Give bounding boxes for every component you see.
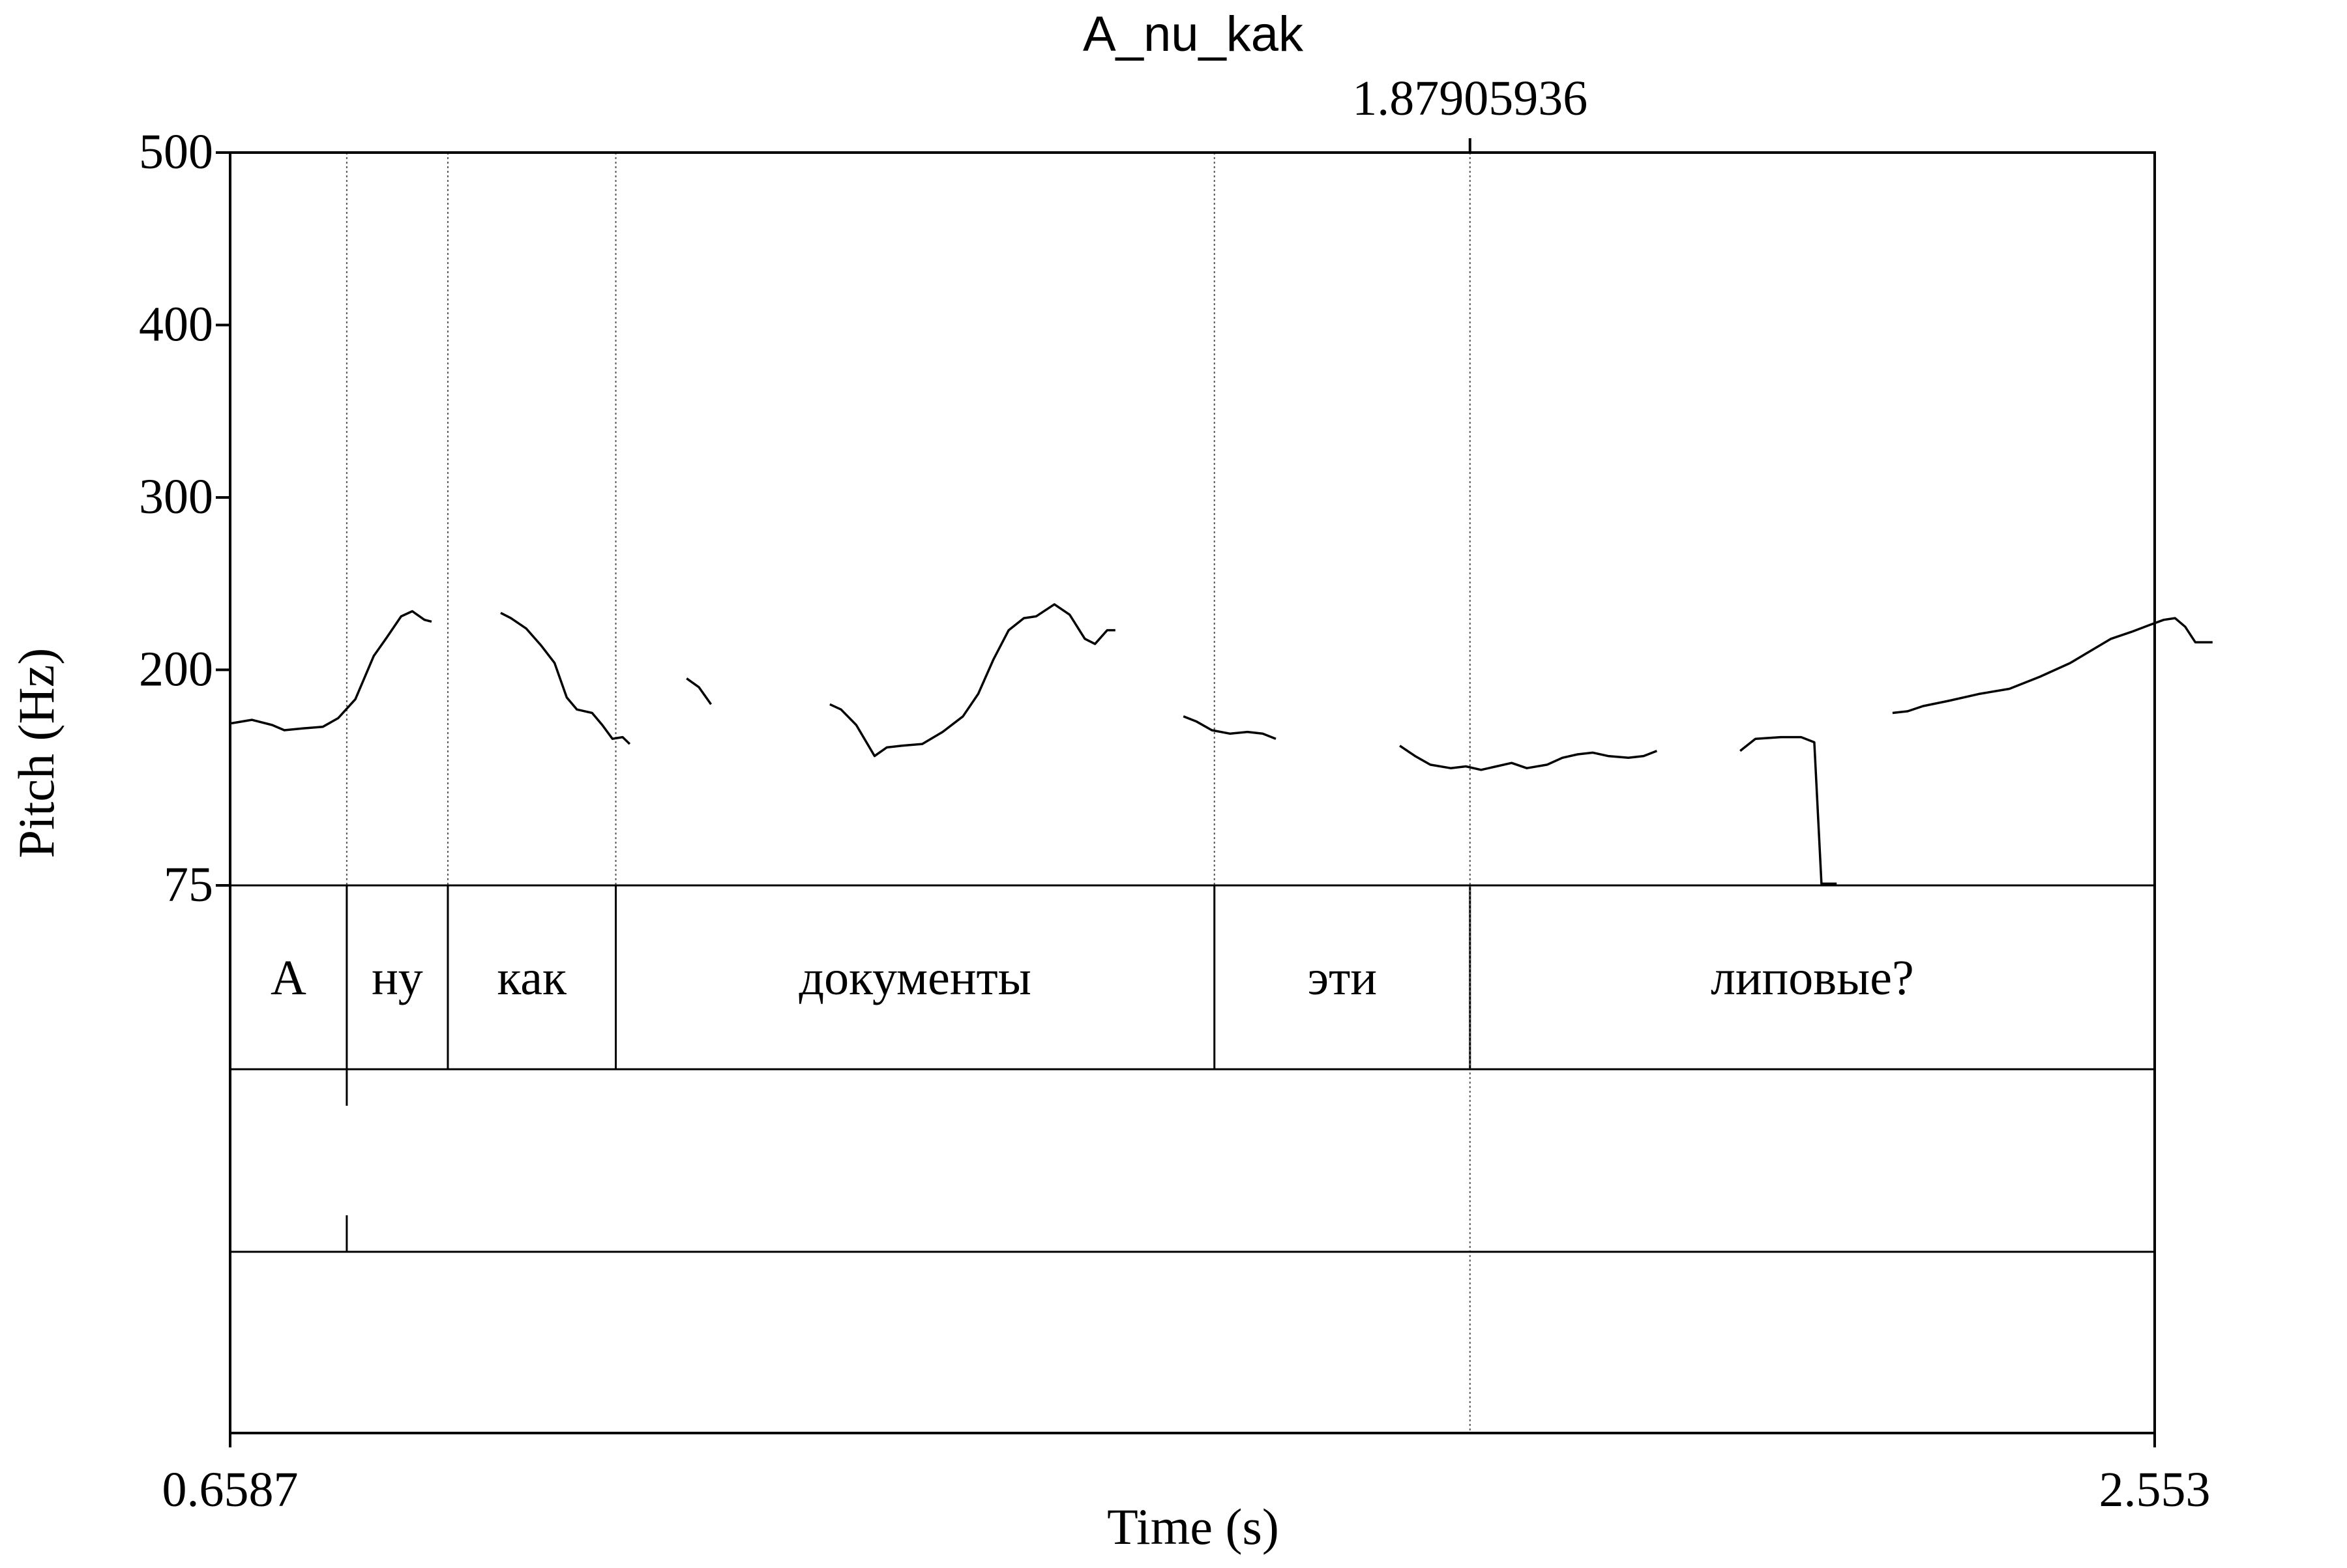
y-axis-ticks: 75 200 300 400 500 — [139, 125, 230, 912]
y-tick-label-0: 75 — [164, 857, 213, 912]
pitch-segment-0-3 — [829, 603, 1115, 758]
tier1-label-4: эти — [1307, 951, 1377, 1005]
y-axis-label: Pitch (Hz) — [8, 648, 65, 859]
y-tick-label-2: 300 — [139, 469, 213, 524]
x-axis-ticks: 0.6587 2.553 — [162, 1433, 2211, 1517]
x-tick-label-0: 0.6587 — [162, 1462, 299, 1517]
pitch-segment-0-6 — [1739, 735, 1837, 885]
tier1-label-2: как — [497, 951, 567, 1005]
chart-title: A_nu_kak — [1083, 7, 1304, 62]
plot-border — [229, 151, 2156, 1434]
pitch-contour — [231, 603, 2213, 885]
y-tick-label-3: 400 — [139, 297, 213, 351]
tier1-label-1: ну — [372, 951, 423, 1005]
pitch-segment-0-4 — [1183, 715, 1277, 740]
y-tick-label-1: 200 — [139, 642, 213, 696]
x-axis-label: Time (s) — [1107, 1498, 1279, 1555]
plot-frame — [229, 151, 2156, 1434]
pitch-segment-0-2 — [686, 677, 713, 705]
pitch-segment-0-0 — [231, 610, 432, 732]
tier1-label-0: А — [271, 951, 306, 1005]
pitch-segment-0-5 — [1399, 745, 1658, 771]
cursor-time-label: 1.87905936 — [1352, 71, 1587, 126]
boundary-lines — [346, 138, 1471, 1433]
tier1-label-5: липовые? — [1711, 951, 1914, 1005]
x-tick-label-1: 2.553 — [2099, 1462, 2211, 1517]
y-tick-label-4: 500 — [139, 125, 213, 179]
pitch-segment-0-7 — [1892, 617, 2213, 715]
pitch-segment-0-1 — [500, 612, 631, 745]
tier1-label-3: документы — [799, 951, 1031, 1005]
